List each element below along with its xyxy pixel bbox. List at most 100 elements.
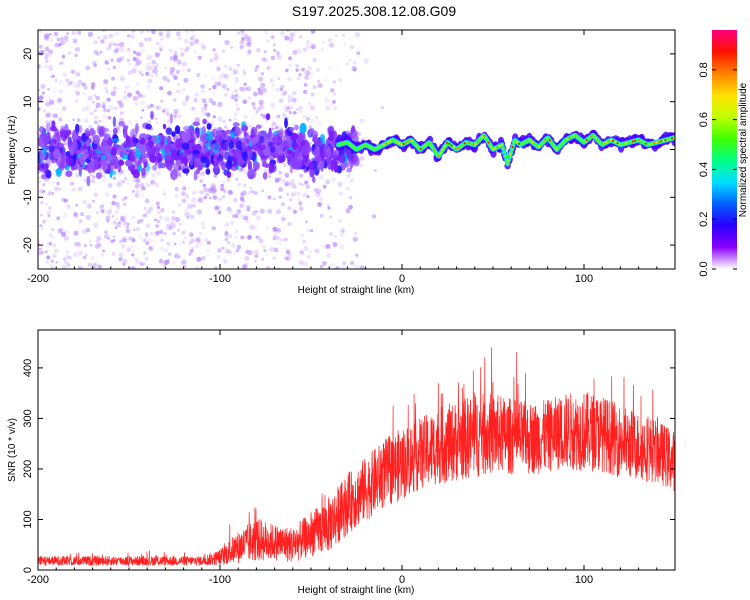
spectrogram-point <box>230 221 235 225</box>
spectrogram-ridge-point <box>492 148 494 151</box>
spectrogram-point <box>243 82 247 86</box>
spectrogram-point <box>52 243 57 248</box>
spectrogram-point <box>277 136 283 146</box>
spectrogram-point <box>55 261 58 264</box>
spectrogram-point <box>163 259 170 265</box>
spectrogram-point <box>139 182 144 187</box>
spectrogram-point <box>130 271 134 275</box>
spectrogram-point <box>339 244 345 250</box>
spectrogram-point <box>195 237 201 243</box>
spectrogram-point <box>119 159 123 167</box>
spectrogram-point <box>59 40 66 46</box>
spectrogram-point <box>184 48 189 53</box>
spectrogram-point <box>87 164 92 173</box>
spectrogram-point <box>128 63 132 66</box>
spectrogram-point <box>291 191 297 197</box>
spectrogram-point <box>243 184 247 189</box>
spectrogram-point <box>50 259 54 263</box>
spectrogram-point <box>326 252 332 259</box>
spectrogram-point <box>49 99 55 105</box>
spectrogram-point <box>45 259 50 265</box>
spectrogram-ridge-point <box>454 147 457 150</box>
spectrogram-point <box>139 218 144 223</box>
spectrogram-point <box>270 55 275 61</box>
spectrogram-ridge-point <box>607 140 610 143</box>
spectrogram-point <box>160 238 164 242</box>
spectrogram-point <box>191 246 195 250</box>
spectrogram-point <box>256 107 262 112</box>
spectrogram-point <box>181 230 186 235</box>
spectrogram-point <box>58 117 63 122</box>
spectrogram-point <box>266 132 272 139</box>
spectrogram-point <box>164 107 170 113</box>
spectrogram-point <box>205 168 211 175</box>
colorbar-tick-label: 0.2 <box>698 212 710 227</box>
spectrogram-point <box>266 39 270 43</box>
spectrogram-point <box>143 161 148 169</box>
spectrogram-point <box>126 84 130 88</box>
spectrogram-point <box>197 163 204 171</box>
spectrogram-point <box>112 176 116 180</box>
spectrogram-point <box>310 30 316 34</box>
spectrogram-ridge-point <box>502 150 506 154</box>
spectrogram-point <box>250 129 255 136</box>
spectrogram-point <box>81 266 85 269</box>
spectrogram-point <box>199 178 205 183</box>
spectrogram-point <box>181 191 186 196</box>
spectrogram-point <box>310 229 314 233</box>
spectrogram-point <box>148 246 154 251</box>
spectrogram-point <box>81 229 88 235</box>
spectrogram-point <box>263 146 270 157</box>
spectrogram-point <box>211 128 218 135</box>
spectrogram-point <box>216 66 221 72</box>
spectrogram-point <box>337 181 343 187</box>
spectrogram-point <box>186 68 191 73</box>
spectrogram-point <box>154 182 159 188</box>
spectrogram-point <box>338 191 344 196</box>
spectrogram-point <box>155 230 160 235</box>
spectrogram-point <box>85 228 91 233</box>
spectrogram-point <box>122 143 128 148</box>
spectrogram-point <box>70 181 75 186</box>
spectrogram-point <box>244 255 250 261</box>
spectrogram-point <box>249 186 253 190</box>
spectrogram-point <box>274 126 278 130</box>
spectrogram-point <box>150 110 154 120</box>
spectrogram-point <box>252 146 260 151</box>
spectrogram-point <box>77 118 81 122</box>
spectrogram-point <box>249 168 255 176</box>
spectrogram-point <box>101 104 106 109</box>
spectrogram-point <box>77 30 82 35</box>
spectrogram-point <box>150 135 158 143</box>
spectrogram-point <box>323 27 326 30</box>
spectrogram-point <box>115 204 121 210</box>
spectrogram-point <box>166 119 170 123</box>
spectrogram-point <box>135 52 141 57</box>
spectrogram-point <box>72 132 76 138</box>
spectrogram-point <box>166 112 170 116</box>
spectrogram-point <box>72 140 78 151</box>
spectrogram-point <box>262 88 267 93</box>
spectrogram-ridge-point <box>658 140 660 143</box>
spectrogram-point <box>352 236 358 242</box>
spectrogram-point <box>333 106 338 111</box>
spectrogram-point <box>300 233 304 237</box>
spectrogram-point <box>228 66 233 71</box>
spectrogram-point <box>60 37 64 41</box>
spectrogram-point <box>230 46 233 49</box>
spectrogram-point <box>118 257 123 262</box>
spectrogram-point <box>278 242 282 246</box>
spectrogram-ridge-point <box>544 138 547 141</box>
spectrogram-point <box>261 57 266 62</box>
spectrogram-point <box>309 168 315 178</box>
spectrogram-ridge-point <box>568 137 571 139</box>
spectrogram-point <box>90 150 98 160</box>
spectrogram-point <box>53 113 58 119</box>
spectrogram-point <box>151 173 156 178</box>
spectrogram-ridge-point <box>450 144 453 147</box>
spectrogram-point <box>108 41 113 47</box>
spectrogram-point <box>287 94 293 100</box>
spectrogram-point <box>68 138 73 149</box>
spectrogram-point <box>349 44 355 50</box>
spectrogram-point <box>304 180 309 185</box>
